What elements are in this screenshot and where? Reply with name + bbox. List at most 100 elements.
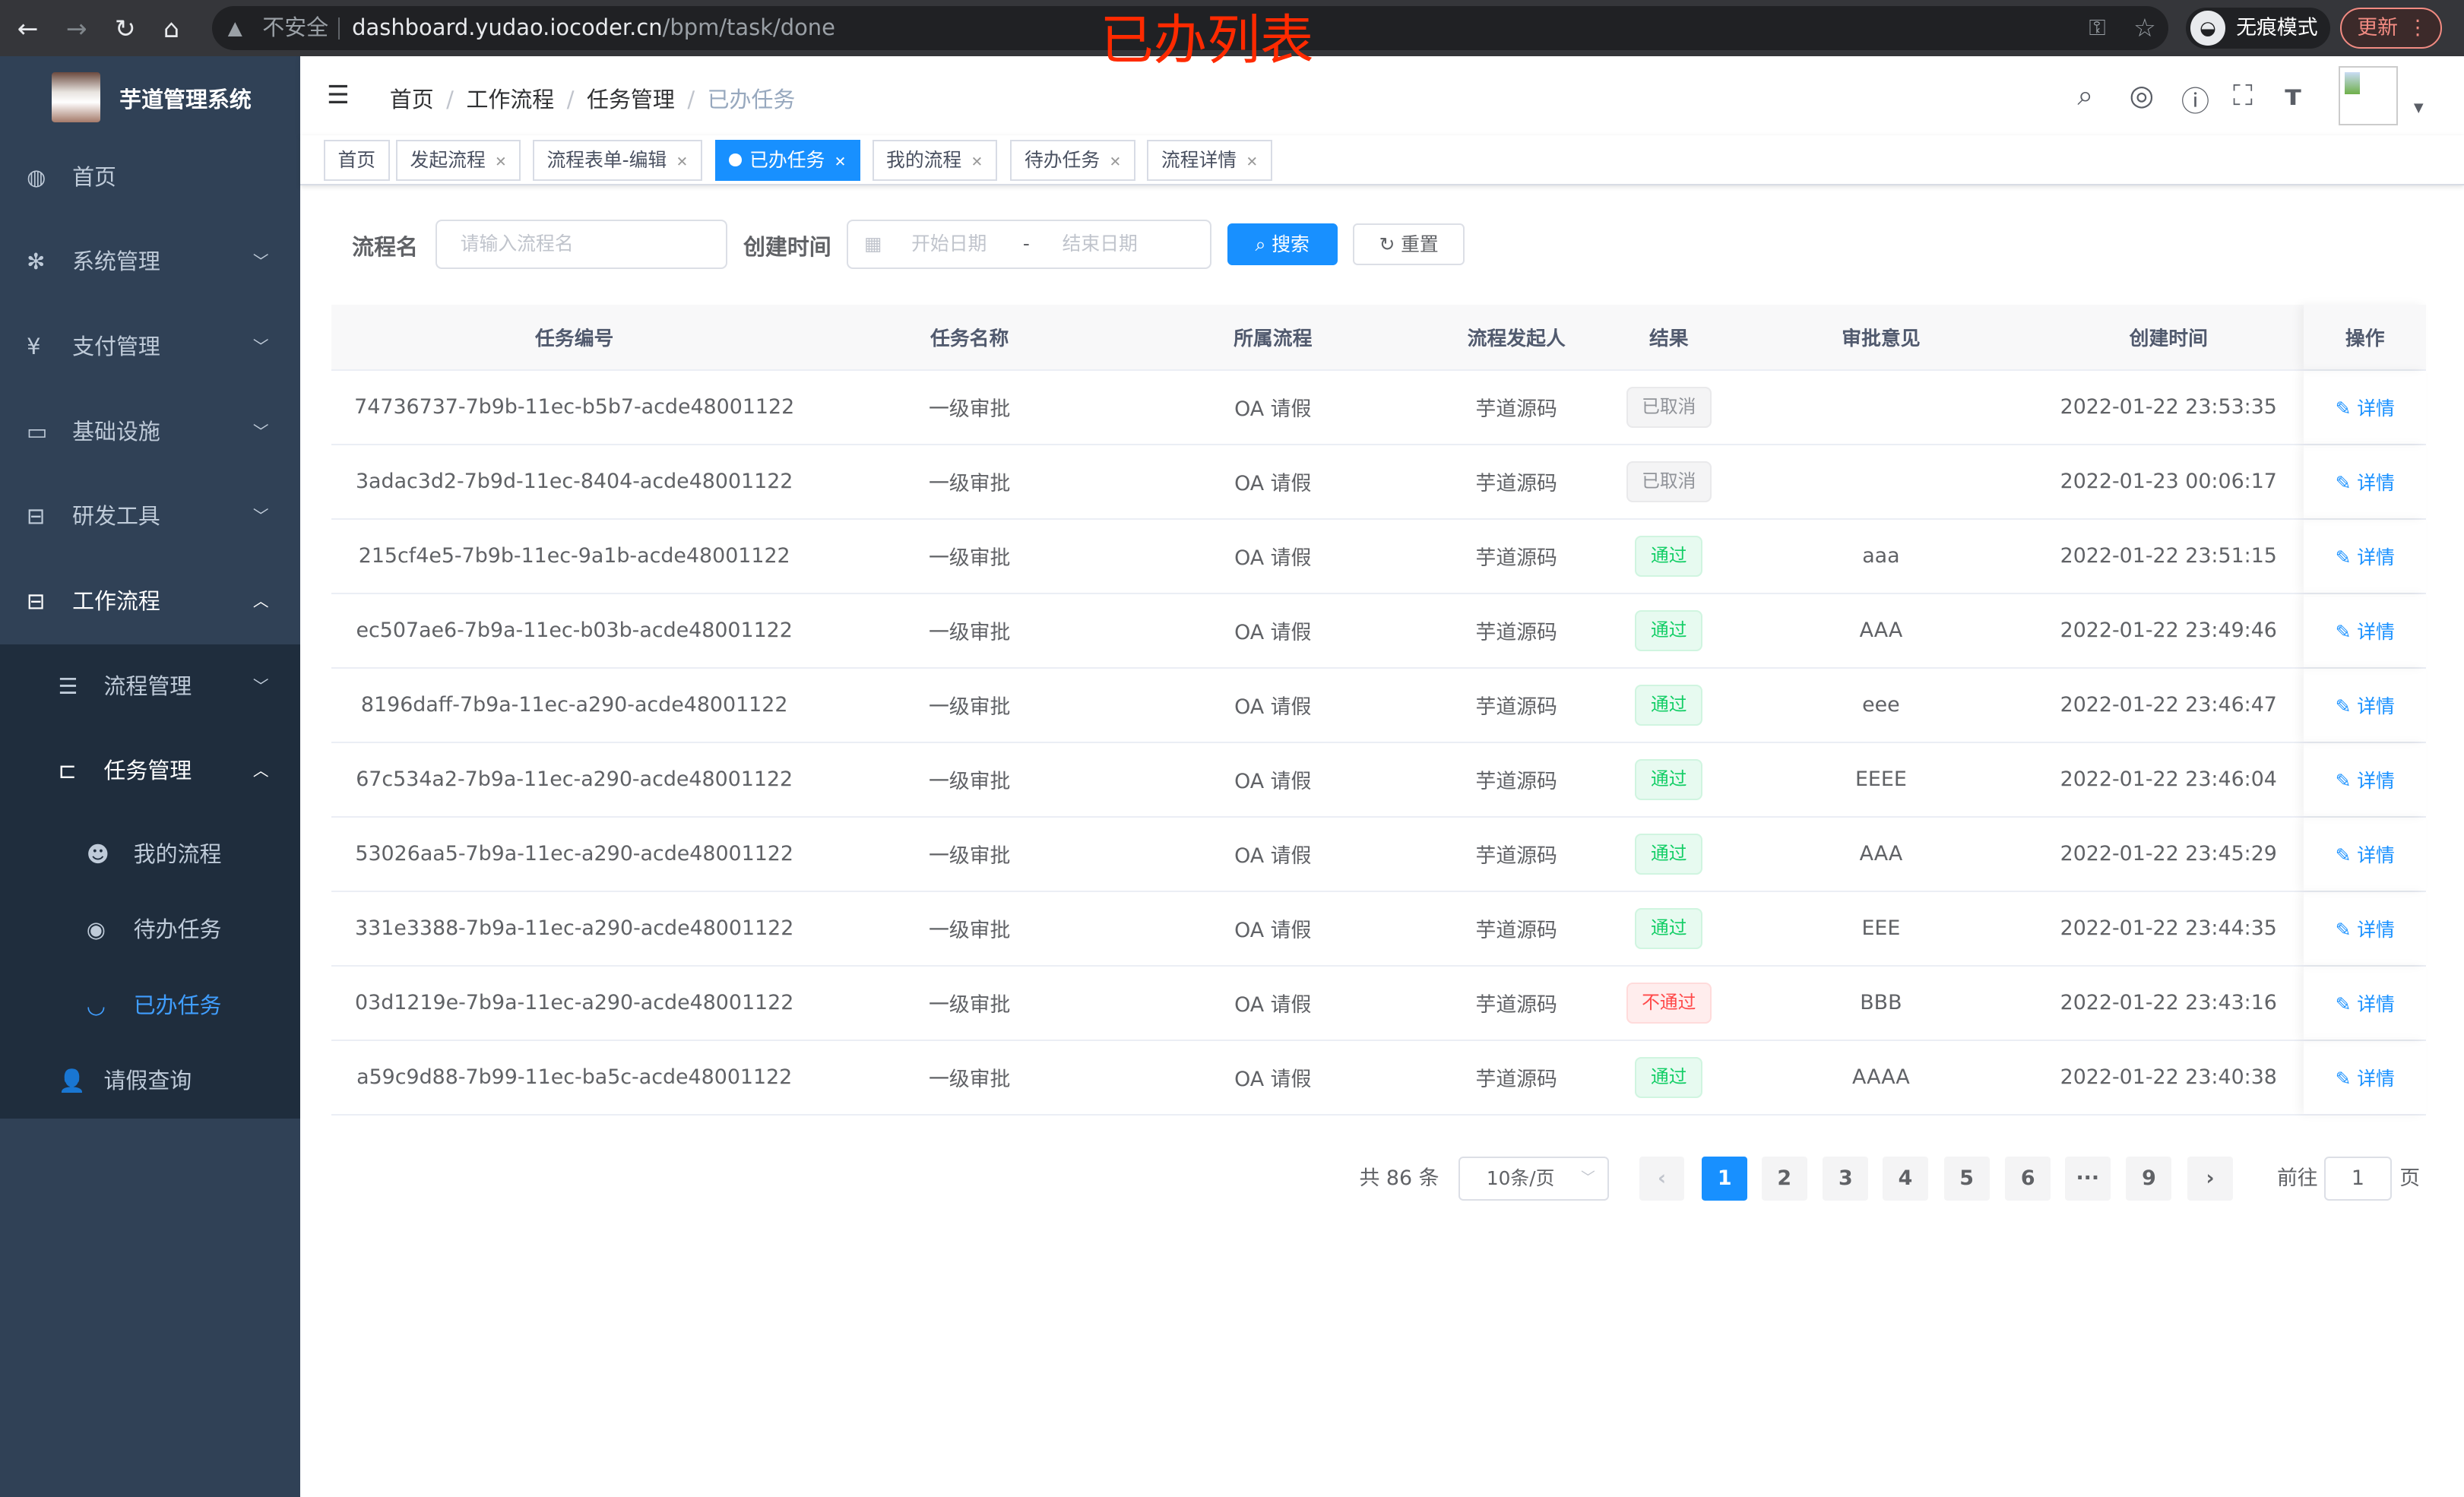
detail-link[interactable]: ✎ 详情: [2335, 620, 2395, 643]
sidebar-item-workflow[interactable]: ⊟ 工作流程 ︿: [0, 559, 300, 644]
page-button[interactable]: 2: [1761, 1156, 1807, 1201]
cell-operation[interactable]: ✎ 详情: [2304, 445, 2426, 518]
cell-created-time: 2022-01-22 23:53:35: [2060, 395, 2277, 419]
cell-result: 通过: [1609, 818, 1728, 891]
detail-link[interactable]: ✎ 详情: [2335, 843, 2395, 866]
page-button[interactable]: 5: [1943, 1156, 1990, 1201]
caret-down-icon[interactable]: ▼: [2413, 100, 2424, 116]
cell-operation[interactable]: ✎ 详情: [2304, 743, 2426, 816]
page-button[interactable]: 1: [1702, 1156, 1748, 1201]
cell-process-name: OA 请假: [1234, 844, 1312, 869]
cell-operation[interactable]: ✎ 详情: [2304, 967, 2426, 1040]
sidebar-item-leave[interactable]: 👤 请假查询: [0, 1043, 300, 1119]
detail-link[interactable]: ✎ 详情: [2335, 992, 2395, 1015]
address-bar[interactable]: ▲ 不安全 dashboard.yudao.iocoder.cn/bpm/tas…: [212, 6, 2169, 51]
search-icon[interactable]: ⌕: [2077, 78, 2094, 112]
cell-operation[interactable]: ✎ 详情: [2304, 371, 2426, 444]
tag-todo[interactable]: 待办任务 ✕: [1010, 140, 1135, 181]
cell-initiator: 芋道源码: [1475, 844, 1557, 869]
sidebar-item-todo[interactable]: ◉ 待办任务: [0, 892, 300, 967]
star-icon[interactable]: ☆: [2133, 13, 2156, 43]
home-icon[interactable]: ⌂: [163, 13, 180, 43]
tag-home[interactable]: 首页: [323, 140, 390, 181]
chevron-up-icon: ︿: [252, 592, 269, 611]
fullscreen-icon[interactable]: ⛶: [2233, 78, 2253, 112]
page-button[interactable]: 3: [1823, 1156, 1869, 1201]
avatar[interactable]: [2338, 65, 2399, 126]
next-page-button[interactable]: ›: [2187, 1156, 2234, 1201]
reload-icon[interactable]: ↻: [114, 13, 136, 43]
sidebar-item-done[interactable]: ◡ 已办任务: [0, 968, 300, 1043]
detail-link[interactable]: ✎ 详情: [2335, 918, 2395, 941]
url[interactable]: dashboard.yudao.iocoder.cn/bpm/task/done: [352, 14, 835, 41]
cell-operation[interactable]: ✎ 详情: [2304, 892, 2426, 965]
tag-process-detail[interactable]: 流程详情 ✕: [1147, 140, 1272, 181]
result-tag: 通过: [1635, 536, 1703, 577]
sidebar-item-infra[interactable]: ▭ 基础设施 ﹀: [0, 390, 300, 475]
tags-view: 首页 发起流程 ✕ 流程表单-编辑 ✕ 已办任务 ✕ 我的流程 ✕ 待办任务 ✕ 流程详情…: [299, 135, 2464, 185]
goto-page-input[interactable]: 1: [2323, 1156, 2392, 1201]
navbar: ☰ 首页 / 工作流程 / 任务管理 / 已办任务 ⌕ ◎ ⓘ ⛶ т ▼: [299, 56, 2464, 135]
sidebar-item-system[interactable]: ✻ 系统管理 ﹀: [0, 220, 300, 305]
cell-comment: [1728, 371, 2033, 444]
cell-operation[interactable]: ✎ 详情: [2304, 818, 2426, 891]
tag-start-process[interactable]: 发起流程 ✕: [396, 140, 521, 181]
date-range-input[interactable]: ▦ 开始日期 - 结束日期: [847, 220, 1212, 269]
page-button[interactable]: 9: [2126, 1156, 2172, 1201]
hamburger-icon[interactable]: ☰: [327, 80, 350, 110]
cell-comment: AAA: [1859, 842, 1903, 866]
github-icon[interactable]: ◎: [2129, 78, 2155, 112]
search-button[interactable]: ⌕ 搜索: [1227, 223, 1338, 266]
sidebar-item-task-mgmt[interactable]: ⊏ 任务管理 ︿: [0, 729, 300, 814]
reset-button[interactable]: ↻ 重置: [1353, 223, 1465, 266]
cell-result: 通过: [1609, 669, 1728, 742]
cell-created-time: 2022-01-22 23:40:38: [2060, 1065, 2277, 1090]
sidebar-item-my-process[interactable]: ☻ 我的流程: [0, 817, 300, 892]
detail-link[interactable]: ✎ 详情: [2335, 397, 2395, 419]
incognito-badge[interactable]: ◒ 无痕模式: [2186, 8, 2331, 49]
cell-task-id: 67c534a2-7b9a-11ec-a290-acde48001122: [356, 767, 793, 792]
sidebar-item-process-mgmt[interactable]: ☰ 流程管理 ﹀: [0, 644, 300, 730]
cell-comment: aaa: [1862, 544, 1900, 568]
tag-my-process[interactable]: 我的流程 ✕: [872, 140, 997, 181]
page-button[interactable]: 4: [1882, 1156, 1928, 1201]
detail-link[interactable]: ✎ 详情: [2335, 1067, 2395, 1090]
help-icon[interactable]: ⓘ: [2181, 84, 2210, 119]
page-button[interactable]: 6: [2005, 1156, 2051, 1201]
key-icon[interactable]: ⚿: [2089, 14, 2106, 41]
update-button[interactable]: 更新 ⋮: [2339, 8, 2443, 49]
page-size-select[interactable]: 10条/页 ﹀: [1458, 1156, 1610, 1201]
sidebar-item-home[interactable]: ◍ 首页: [0, 135, 300, 220]
cell-result: 已取消: [1609, 371, 1728, 444]
detail-link[interactable]: ✎ 详情: [2335, 546, 2395, 568]
font-size-icon[interactable]: т: [2285, 78, 2301, 112]
edit-icon: ✎: [2335, 1067, 2358, 1090]
cell-operation[interactable]: ✎ 详情: [2304, 669, 2426, 742]
cell-task-name: 一级审批: [928, 472, 1011, 496]
prev-page-button[interactable]: ‹: [1639, 1156, 1685, 1201]
cell-task-id: 215cf4e5-7b9b-11ec-9a1b-acde48001122: [358, 544, 790, 568]
chevron-down-icon: ﹀: [252, 337, 269, 356]
insecure-label: 不安全: [262, 14, 329, 41]
cell-operation[interactable]: ✎ 详情: [2304, 1041, 2426, 1114]
name-input[interactable]: 请输入流程名: [435, 220, 728, 269]
cell-initiator: 芋道源码: [1475, 546, 1557, 571]
page-button[interactable]: ···: [2064, 1156, 2111, 1201]
close-icon: ✕: [1246, 154, 1259, 170]
cell-operation[interactable]: ✎ 详情: [2304, 594, 2426, 667]
detail-link[interactable]: ✎ 详情: [2335, 769, 2395, 792]
sidebar-item-devtools[interactable]: ⊟ 研发工具 ﹀: [0, 474, 300, 559]
cell-task-id: a59c9d88-7b99-11ec-ba5c-acde48001122: [356, 1065, 793, 1090]
tag-done[interactable]: 已办任务 ✕: [714, 140, 860, 181]
incognito-icon: ◒: [2190, 11, 2225, 46]
back-icon[interactable]: ←: [17, 13, 39, 43]
cell-result: 通过: [1609, 743, 1728, 816]
forward-icon[interactable]: →: [65, 13, 87, 43]
cell-operation[interactable]: ✎ 详情: [2304, 520, 2426, 593]
detail-link[interactable]: ✎ 详情: [2335, 695, 2395, 717]
cell-process-name: OA 请假: [1234, 695, 1312, 720]
sidebar-item-pay[interactable]: ¥ 支付管理 ﹀: [0, 305, 300, 390]
tag-form-edit[interactable]: 流程表单-编辑 ✕: [532, 140, 702, 181]
detail-link[interactable]: ✎ 详情: [2335, 471, 2395, 494]
